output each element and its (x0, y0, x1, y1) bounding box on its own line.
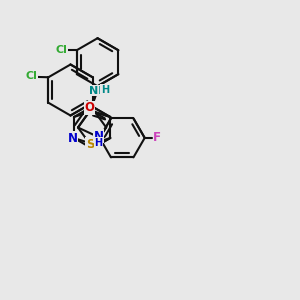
Text: F: F (153, 131, 161, 144)
Text: O: O (84, 101, 94, 114)
Text: H: H (94, 138, 103, 148)
Text: Cl: Cl (56, 45, 68, 55)
Text: H: H (101, 85, 109, 95)
Text: N: N (68, 131, 77, 145)
Text: S: S (86, 138, 94, 151)
Text: NH: NH (89, 86, 107, 96)
Text: Cl: Cl (26, 71, 38, 81)
Text: N: N (94, 130, 103, 143)
